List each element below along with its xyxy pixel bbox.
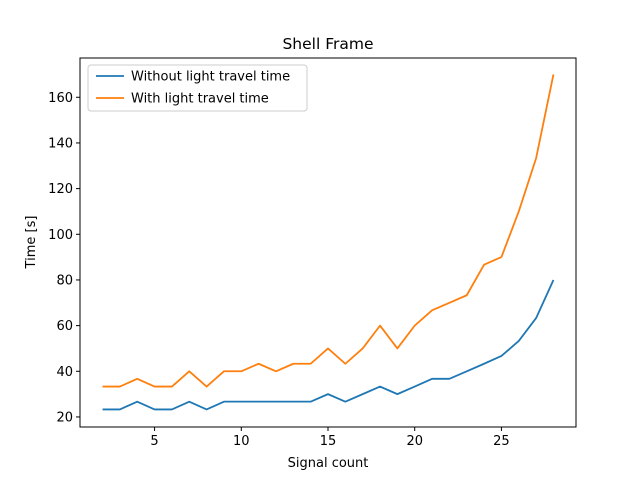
x-tick-label: 20 (406, 434, 423, 449)
legend-label: Without light travel time (131, 70, 290, 85)
x-axis-label: Signal count (288, 456, 369, 471)
series-line-2 (102, 74, 555, 388)
chart-title: Shell Frame (282, 35, 373, 53)
y-tick-label: 40 (56, 365, 73, 380)
series-line-1 (102, 279, 555, 411)
x-tick-label: 15 (320, 434, 337, 449)
legend: Without light travel time With light trav… (87, 64, 308, 112)
y-tick-label: 140 (48, 136, 73, 151)
x-tick-label: 25 (493, 434, 510, 449)
x-tick-label: 5 (150, 434, 158, 449)
axes-frame (79, 57, 577, 428)
y-tick-label: 80 (56, 273, 73, 288)
x-axis: 5 10 15 20 25 (150, 427, 510, 449)
legend-label: With light travel time (131, 92, 269, 107)
plot-area (79, 57, 577, 428)
legend-box (87, 64, 308, 112)
y-tick-label: 60 (56, 319, 73, 334)
y-tick-label: 20 (56, 410, 73, 425)
y-tick-label: 120 (48, 182, 73, 197)
x-tick-label: 10 (233, 434, 250, 449)
y-axis: 20 40 60 80 100 120 140 160 (48, 91, 80, 425)
y-tick-label: 160 (48, 91, 73, 106)
y-tick-label: 100 (48, 228, 73, 243)
y-axis-label: Time [s] (24, 216, 39, 270)
series-group (102, 74, 555, 411)
